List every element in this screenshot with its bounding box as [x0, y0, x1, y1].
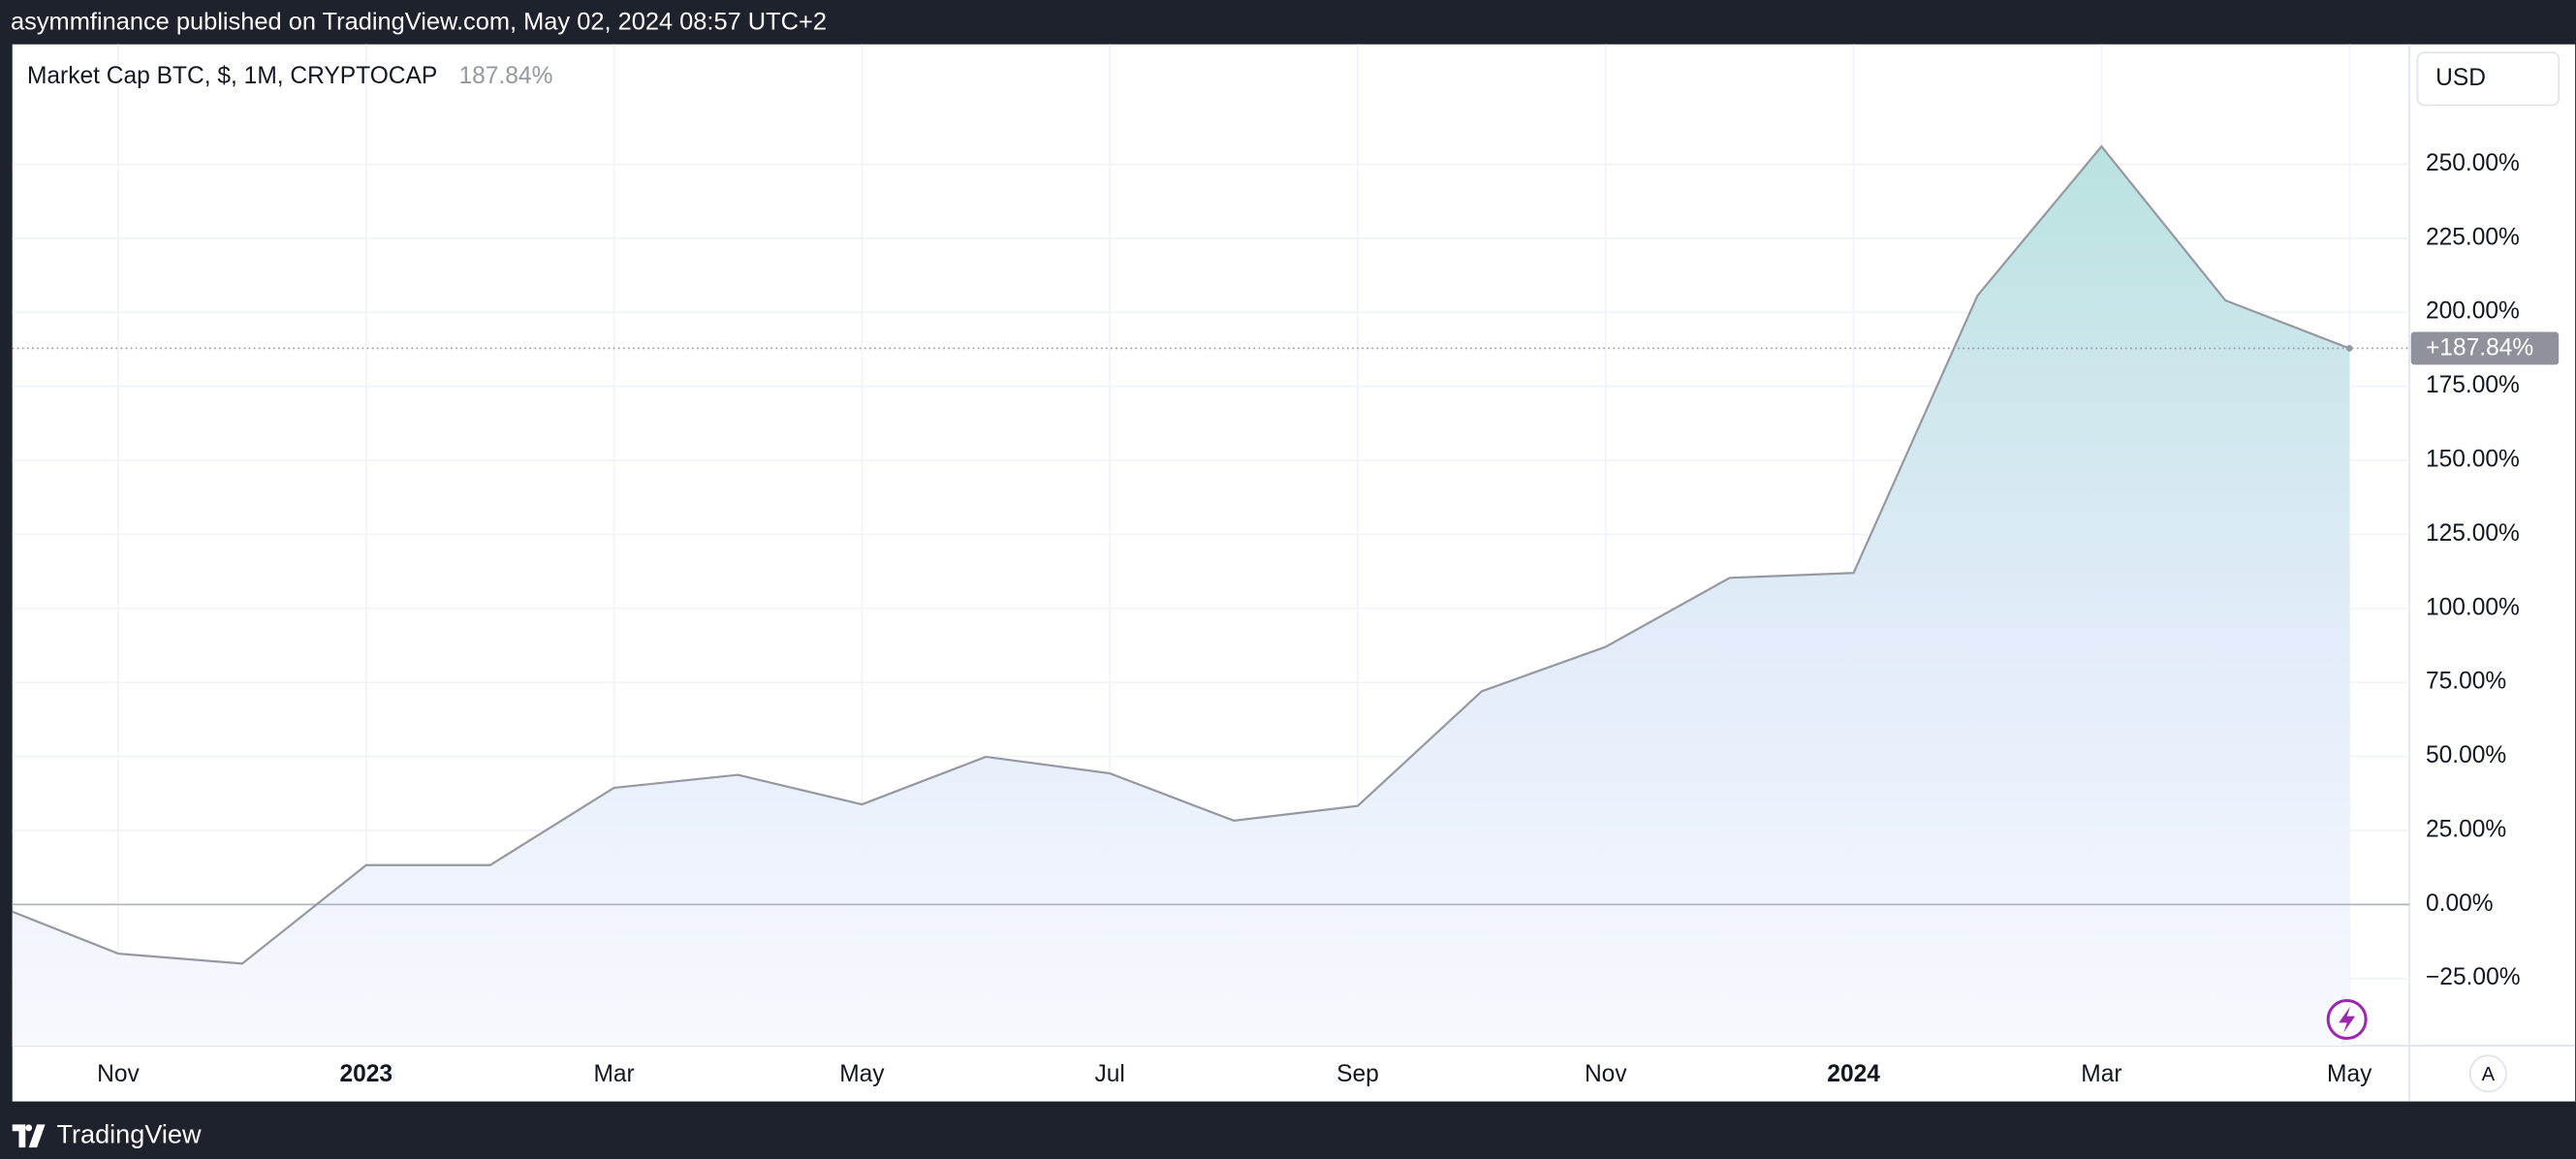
y-tick-label: 75.00%: [2426, 669, 2506, 695]
y-tick-label: 100.00%: [2426, 594, 2520, 620]
x-tick-label: Mar: [593, 1061, 634, 1087]
y-tick-label: 125.00%: [2426, 520, 2520, 547]
header-bar: [0, 0, 2576, 45]
footer-brand: TradingView: [56, 1118, 202, 1148]
footer-bar: [0, 1101, 2576, 1159]
x-tick-label: May: [839, 1061, 885, 1087]
y-tick-label: 200.00%: [2426, 298, 2520, 325]
area-fill: [12, 146, 2350, 1047]
x-tick-label: Nov: [97, 1061, 140, 1087]
y-tick-label: 25.00%: [2426, 816, 2506, 842]
currency-button[interactable]: [2416, 51, 2560, 107]
legend-value: 187.84%: [459, 63, 553, 89]
y-tick-label: 225.00%: [2426, 224, 2520, 250]
auto-scale-button[interactable]: [2468, 1054, 2507, 1093]
axes: −25.00% 0.00% 25.00% 50.00% 75.00% 100.00% 125…: [97, 150, 2560, 1087]
y-tick-label: −25.00%: [2426, 964, 2521, 990]
x-tick-label: Mar: [2081, 1061, 2121, 1087]
area-line: [12, 144, 2350, 965]
lightning-icon[interactable]: [2326, 998, 2368, 1041]
y-tick-label: 175.00%: [2426, 372, 2520, 398]
last-point: [2345, 345, 2353, 352]
x-tick-label: Jul: [1095, 1061, 1125, 1087]
header-text: asymmfinance published on TradingView.co…: [11, 8, 827, 35]
legend-title: Market Cap BTC, $, 1M, CRYPTOCAP: [27, 63, 437, 89]
y-tick-label: 250.00%: [2426, 150, 2520, 176]
currency-label: USD: [2435, 65, 2486, 91]
x-tick-label: 2024: [1827, 1061, 1880, 1087]
y-tick-label: 0.00%: [2426, 891, 2494, 917]
tradingview-logo: [12, 1124, 46, 1148]
x-tick-label: Sep: [1336, 1061, 1379, 1087]
last-value-badge: [2410, 331, 2560, 365]
last-value-label: +187.84%: [2426, 335, 2533, 361]
auto-scale-label: A: [2482, 1064, 2496, 1085]
y-tick-label: 50.00%: [2426, 742, 2506, 768]
x-tick-label: Nov: [1585, 1061, 1627, 1087]
y-tick-label: 150.00%: [2426, 447, 2520, 473]
plot: [12, 144, 2410, 1047]
x-tick-label: May: [2327, 1061, 2372, 1087]
x-tick-label: 2023: [339, 1061, 393, 1087]
